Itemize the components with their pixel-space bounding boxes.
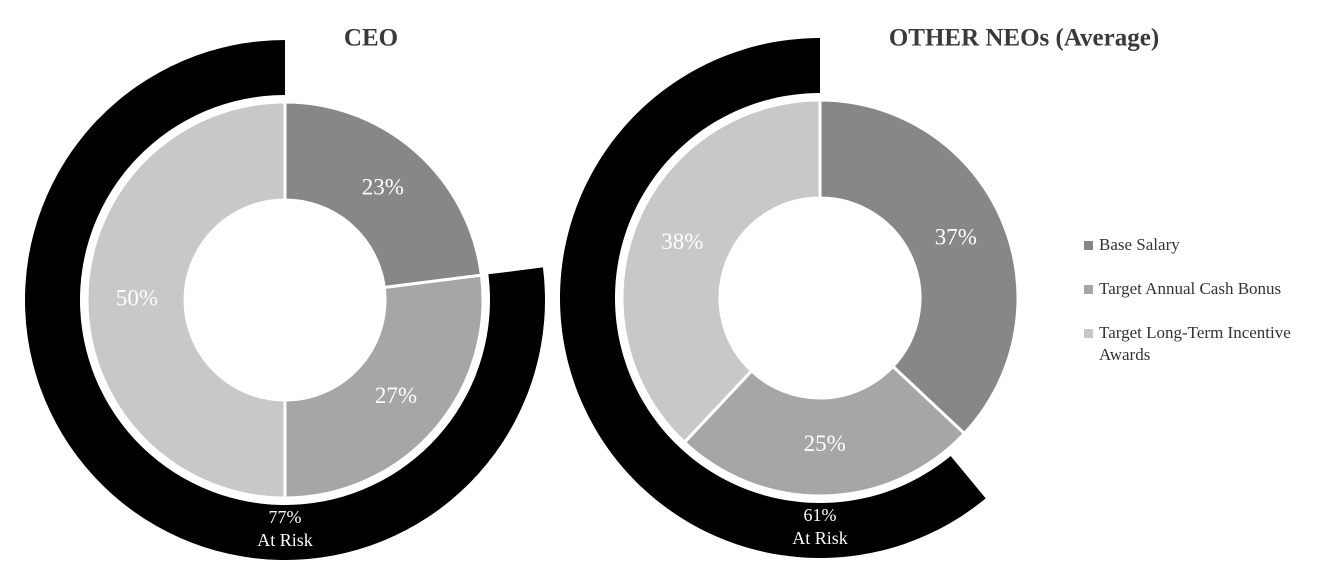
chart-title: CEO	[344, 25, 398, 52]
legend-swatch	[1084, 329, 1093, 338]
donut-slice	[283, 100, 484, 290]
donut-slice	[682, 364, 967, 498]
slice-label: 50%	[116, 285, 158, 310]
legend-entry: Target Annual Cash Bonus	[1080, 278, 1324, 300]
slice-label: 25%	[804, 431, 846, 456]
at-risk-text: At Risk	[257, 530, 313, 550]
donut-slice	[85, 100, 287, 500]
donut-slice	[818, 98, 1020, 436]
legend-entry: Target Long-Term Incentive Awards	[1080, 322, 1324, 366]
legend-swatch	[1084, 285, 1093, 294]
at-risk-text: At Risk	[792, 528, 848, 548]
legend: Base Salary Target Annual Cash Bonus Targe…	[1080, 234, 1324, 388]
legend-label: Target Annual Cash Bonus	[1099, 279, 1282, 298]
at-risk-value: 61%	[804, 505, 837, 525]
slice-label: 38%	[661, 229, 703, 254]
slice-label: 37%	[935, 225, 977, 250]
legend-swatch	[1084, 241, 1093, 250]
legend-entry: Base Salary	[1080, 234, 1324, 256]
slice-label: 27%	[375, 383, 417, 408]
at-risk-arc	[559, 38, 986, 558]
legend-label: Base Salary	[1099, 235, 1180, 254]
donut-slice	[620, 98, 822, 445]
donut-slice	[283, 273, 485, 500]
chart-title: OTHER NEOs (Average)	[889, 25, 1159, 52]
at-risk-value: 77%	[269, 507, 302, 527]
slice-label: 23%	[362, 174, 404, 199]
legend-label: Target Long-Term Incentive Awards	[1099, 323, 1291, 364]
